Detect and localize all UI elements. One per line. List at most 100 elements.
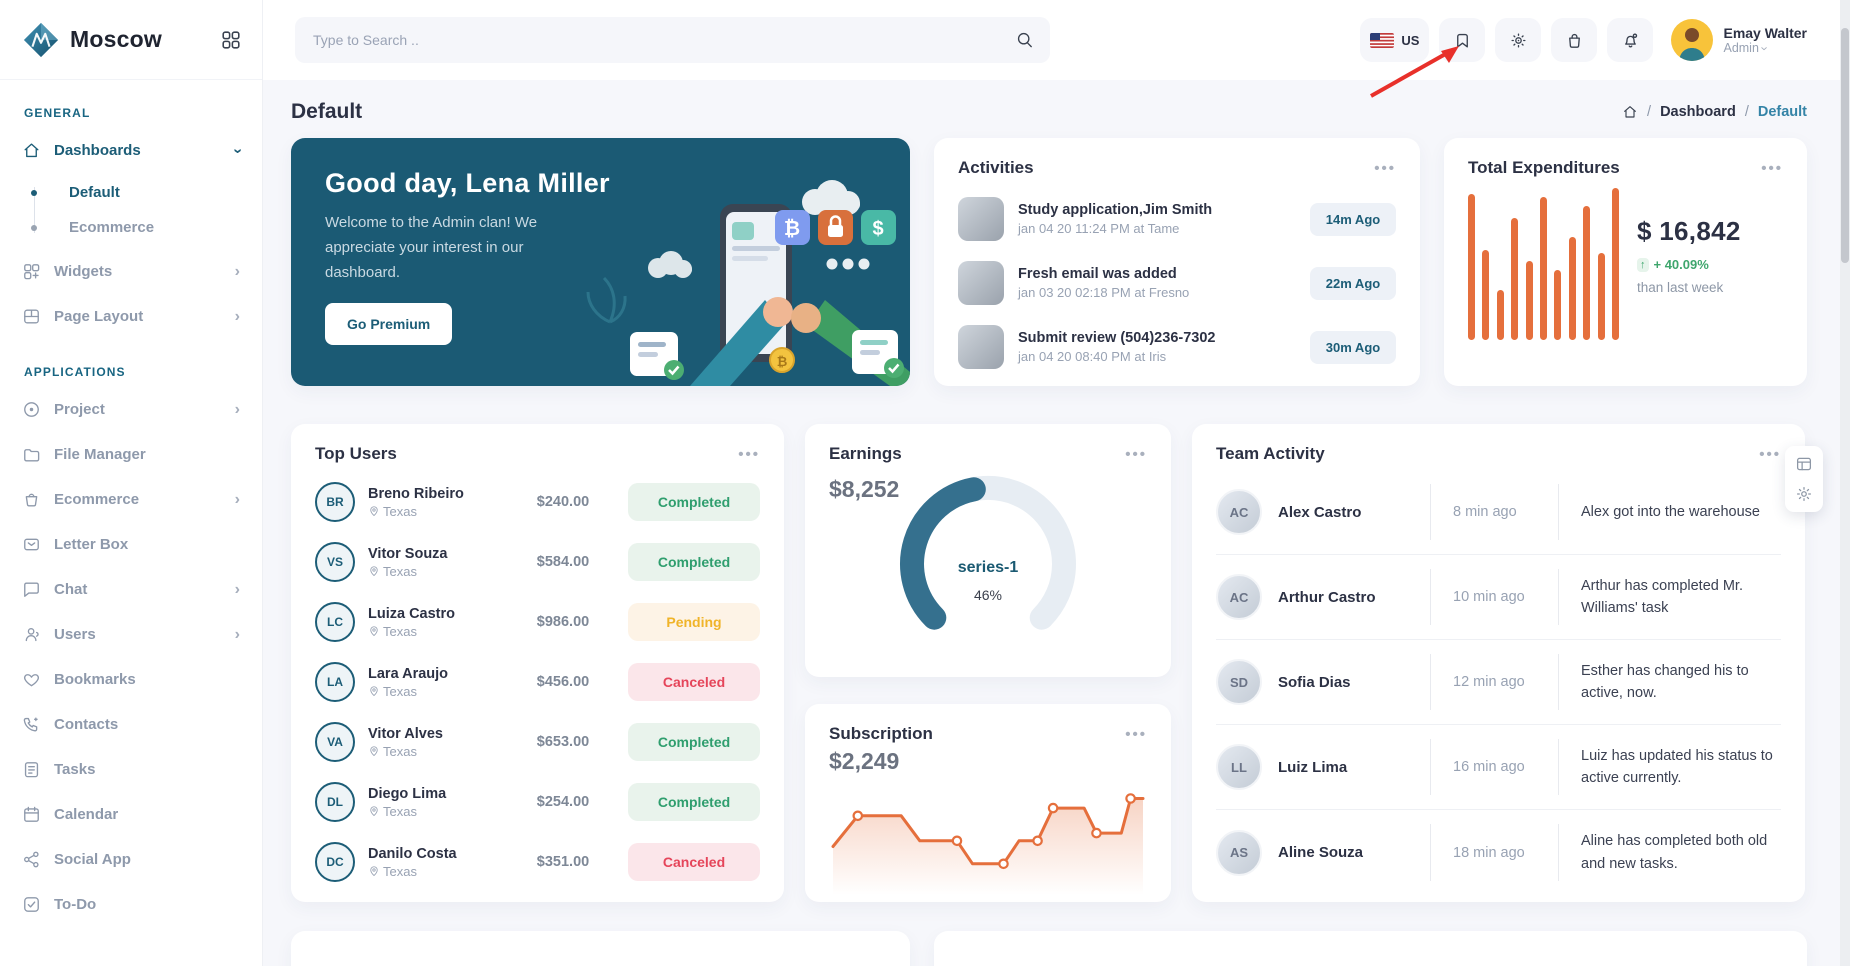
cart-button[interactable]	[1551, 18, 1598, 62]
scrollbar-track[interactable]	[1840, 0, 1850, 966]
sidebar-subitem-label: Default	[69, 184, 120, 201]
sidebar-list-general-top: Dashboards ›	[22, 128, 246, 173]
brand-logo-icon[interactable]	[22, 21, 60, 59]
user-location: Texas	[368, 684, 518, 699]
bookmark-button[interactable]	[1439, 18, 1486, 62]
gauge-series-label: series-1	[958, 559, 1019, 576]
sidebar-item[interactable]: Widgets ›	[22, 249, 240, 294]
member-name: Arthur Castro	[1278, 588, 1376, 606]
sidebar-item-icon	[22, 307, 41, 326]
sidebar-item[interactable]: Page Layout ›	[22, 294, 240, 339]
sidebar-item-icon	[22, 760, 41, 779]
user-name: Breno Ribeiro	[368, 485, 464, 502]
sidebar-item[interactable]: Bookmarks	[22, 657, 240, 702]
sidebar-subitem[interactable]: Ecommerce	[31, 210, 240, 245]
scrollbar-thumb[interactable]	[1841, 28, 1849, 263]
sidebar: Moscow GENERAL Dashboards › Default	[0, 0, 263, 966]
more-menu-icon[interactable]: •••	[1125, 725, 1147, 743]
language-label: US	[1401, 32, 1420, 48]
topbar: US Emay Walter Admin›	[263, 0, 1850, 98]
more-menu-icon[interactable]: •••	[1761, 159, 1783, 177]
sidebar-item-label: Project	[54, 401, 105, 418]
sidebar-item-label: Tasks	[54, 761, 96, 778]
search-icon[interactable]	[1015, 30, 1034, 49]
home-icon[interactable]	[1622, 104, 1638, 120]
subscription-title: Subscription	[829, 724, 933, 743]
activities-list: Study application,Jim Smith jan 04 20 11…	[934, 190, 1420, 376]
breadcrumb-dashboard[interactable]: Dashboard	[1660, 104, 1736, 120]
more-menu-icon[interactable]: •••	[1759, 445, 1781, 463]
language-selector[interactable]: US	[1360, 18, 1430, 62]
sidebar-item[interactable]: Tasks	[22, 747, 240, 792]
more-menu-icon[interactable]: •••	[738, 445, 760, 463]
go-premium-button[interactable]: Go Premium	[325, 303, 453, 346]
page-header: Default / Dashboard / Default	[291, 100, 1807, 124]
sidebar-item-icon	[22, 141, 41, 160]
sidebar-item[interactable]: File Manager	[22, 432, 240, 477]
page-content: Default / Dashboard / Default Good day, …	[263, 80, 1850, 966]
sidebar-item[interactable]: Social App	[22, 837, 240, 882]
sidebar-item[interactable]: Chat ›	[22, 567, 240, 612]
user-amount: $456.00	[536, 674, 590, 690]
theme-toggle-button[interactable]	[1495, 18, 1542, 62]
total-expenditures-card: Total Expenditures ••• $ 16,842 ↑ + 40.0…	[1444, 138, 1807, 386]
sidebar-subitem-label: Ecommerce	[69, 219, 155, 236]
user-location: Texas	[368, 744, 518, 759]
chevron-icon: ›	[234, 580, 240, 598]
more-menu-icon[interactable]: •••	[1125, 445, 1147, 463]
chevron-icon: ›	[234, 400, 240, 418]
sidebar-item[interactable]: Contacts	[22, 702, 240, 747]
sidebar-item[interactable]: Dashboards ›	[22, 128, 246, 173]
us-flag-icon	[1370, 32, 1395, 48]
sidebar-item[interactable]: Calendar	[22, 792, 240, 837]
expenditures-caption: than last week	[1637, 280, 1724, 295]
location-pin-icon	[368, 625, 380, 637]
user-name: Lara Araujo	[368, 665, 449, 682]
avatar: SD	[1216, 659, 1262, 705]
location-pin-icon	[368, 565, 380, 577]
sidebar-item[interactable]: Users ›	[22, 612, 240, 657]
sidebar-item-label: Users	[54, 626, 96, 643]
member-time: 10 min ago	[1430, 569, 1558, 625]
customizer-panel	[1785, 446, 1823, 512]
activity-title: Study application,Jim Smith	[1018, 202, 1213, 218]
user-name: Emay Walter	[1723, 25, 1807, 41]
welcome-title: Good day, Lena Miller	[325, 168, 610, 198]
dashboard-row-2: Top Users ••• BR Breno Ribeiro	[291, 424, 1807, 902]
chevron-icon: ›	[234, 625, 240, 643]
avatar: AC	[1216, 489, 1262, 535]
activity-item: Fresh email was added jan 03 20 02:18 PM…	[934, 254, 1420, 312]
sidebar-subitem[interactable]: Default	[31, 175, 240, 210]
location-pin-icon	[368, 865, 380, 877]
member-name: Aline Souza	[1278, 844, 1364, 861]
sidebar-item[interactable]: Letter Box	[22, 522, 240, 567]
sidebar-header: Moscow	[0, 0, 262, 80]
activity-item: Submit review (504)236-7302 jan 04 20 08…	[934, 318, 1420, 376]
team-activity-title: Team Activity	[1216, 444, 1325, 463]
top-user-row: LC Luiza Castro Texas $986.00 Pending	[291, 594, 784, 650]
sidebar-item[interactable]: Project ›	[22, 387, 240, 432]
time-badge: 22m Ago	[1310, 266, 1396, 300]
dashboard-row-1: Good day, Lena Miller Welcome to the Adm…	[291, 138, 1807, 386]
sidebar-item[interactable]: Ecommerce ›	[22, 477, 240, 522]
team-activity-row: AS Aline Souza 18 min ago Aline has comp…	[1216, 810, 1781, 895]
top-users-list: BR Breno Ribeiro Texas $240.00 Comple	[291, 474, 784, 890]
gear-icon[interactable]	[1795, 485, 1813, 503]
brand-name[interactable]: Moscow	[70, 26, 162, 52]
layout-panel-icon[interactable]	[1795, 455, 1813, 473]
earnings-gauge-chart: series-1 46%	[900, 475, 1076, 630]
member-message: Luiz has updated his status to active cu…	[1558, 739, 1781, 795]
middle-column: Earnings ••• $8,252 series-1 46%	[805, 424, 1171, 902]
subscription-amount: $2,249	[829, 748, 900, 774]
profile-menu[interactable]: Emay Walter Admin ›	[1671, 19, 1807, 61]
sidebar-item-label: Contacts	[54, 716, 119, 733]
search-input[interactable]	[295, 17, 1050, 63]
location-pin-icon	[368, 745, 380, 757]
sidebar-item-icon	[22, 400, 41, 419]
sidebar-item[interactable]: To-Do	[22, 882, 240, 927]
team-activity-row: LL Luiz Lima 16 min ago Luiz has updated…	[1216, 725, 1781, 810]
sidebar-toggle-icon[interactable]	[220, 29, 242, 51]
more-menu-icon[interactable]: •••	[1374, 159, 1396, 177]
notifications-button[interactable]	[1607, 18, 1654, 62]
